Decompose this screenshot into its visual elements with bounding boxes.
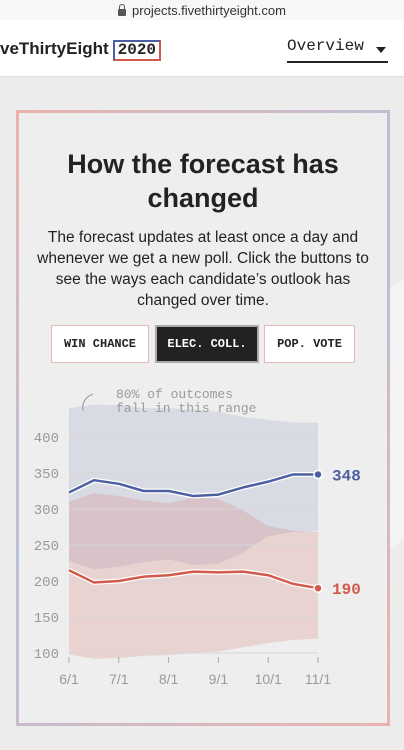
forecast-card: How the forecast has changed The forecas… (16, 110, 390, 726)
card-title: How the forecast has changed (67, 149, 339, 213)
series-line-1 (68, 569, 319, 590)
series-line-0 (68, 473, 318, 498)
overview-label: Overview (287, 37, 364, 55)
outcome-range-band-0 (69, 404, 318, 570)
annotation-arrow (82, 393, 94, 412)
site-logo[interactable]: veThirtyEight 2020 (0, 39, 162, 61)
series-end-label-0: 348 (332, 467, 361, 485)
electoral-college-chart: 100 150 200 250 300 350 400 6/1 7/1 8/1 9/1 10/1 11/… (34, 387, 361, 687)
y-tick-label: 250 (34, 539, 59, 555)
logo-year: 2020 (112, 40, 162, 61)
logo-text: veThirtyEight (0, 39, 109, 58)
x-tick-label: 8/1 (159, 671, 179, 687)
series-end-point-0 (313, 469, 323, 480)
chevron-down-icon (376, 47, 386, 53)
series-end-point-1 (313, 583, 323, 593)
url-text: projects.fivethirtyeight.com (132, 2, 286, 18)
y-tick-label: 400 (34, 431, 59, 447)
site-header: veThirtyEight 2020 Overview (0, 20, 404, 77)
x-tick-label: 6/1 (59, 671, 79, 687)
browser-url-bar[interactable]: projects.fivethirtyeight.com (0, 0, 404, 20)
overview-dropdown[interactable]: Overview (287, 37, 388, 63)
x-tick-label: 10/1 (255, 671, 282, 687)
y-tick-label: 200 (34, 575, 59, 591)
card-description: The forecast updates at least once a day… (37, 229, 369, 309)
y-tick-label: 300 (34, 503, 59, 519)
y-tick-label: 350 (34, 467, 59, 483)
annotation-text: fall in this range (116, 401, 256, 416)
pop-vote-button[interactable]: POP. VOTE (264, 325, 355, 363)
y-tick-label: 150 (34, 611, 59, 627)
x-tick-label: 11/1 (305, 671, 331, 687)
series-end-label-1: 190 (332, 581, 361, 599)
y-tick-label: 100 (34, 647, 59, 663)
win-chance-button[interactable]: WIN CHANCE (51, 325, 149, 363)
x-tick-label: 9/1 (209, 671, 229, 687)
elec-coll-button[interactable]: ELEC. COLL. (155, 325, 259, 363)
x-tick-label: 7/1 (109, 671, 129, 687)
lock-icon (118, 3, 127, 16)
annotation-text: 80% of outcomes (116, 387, 233, 402)
